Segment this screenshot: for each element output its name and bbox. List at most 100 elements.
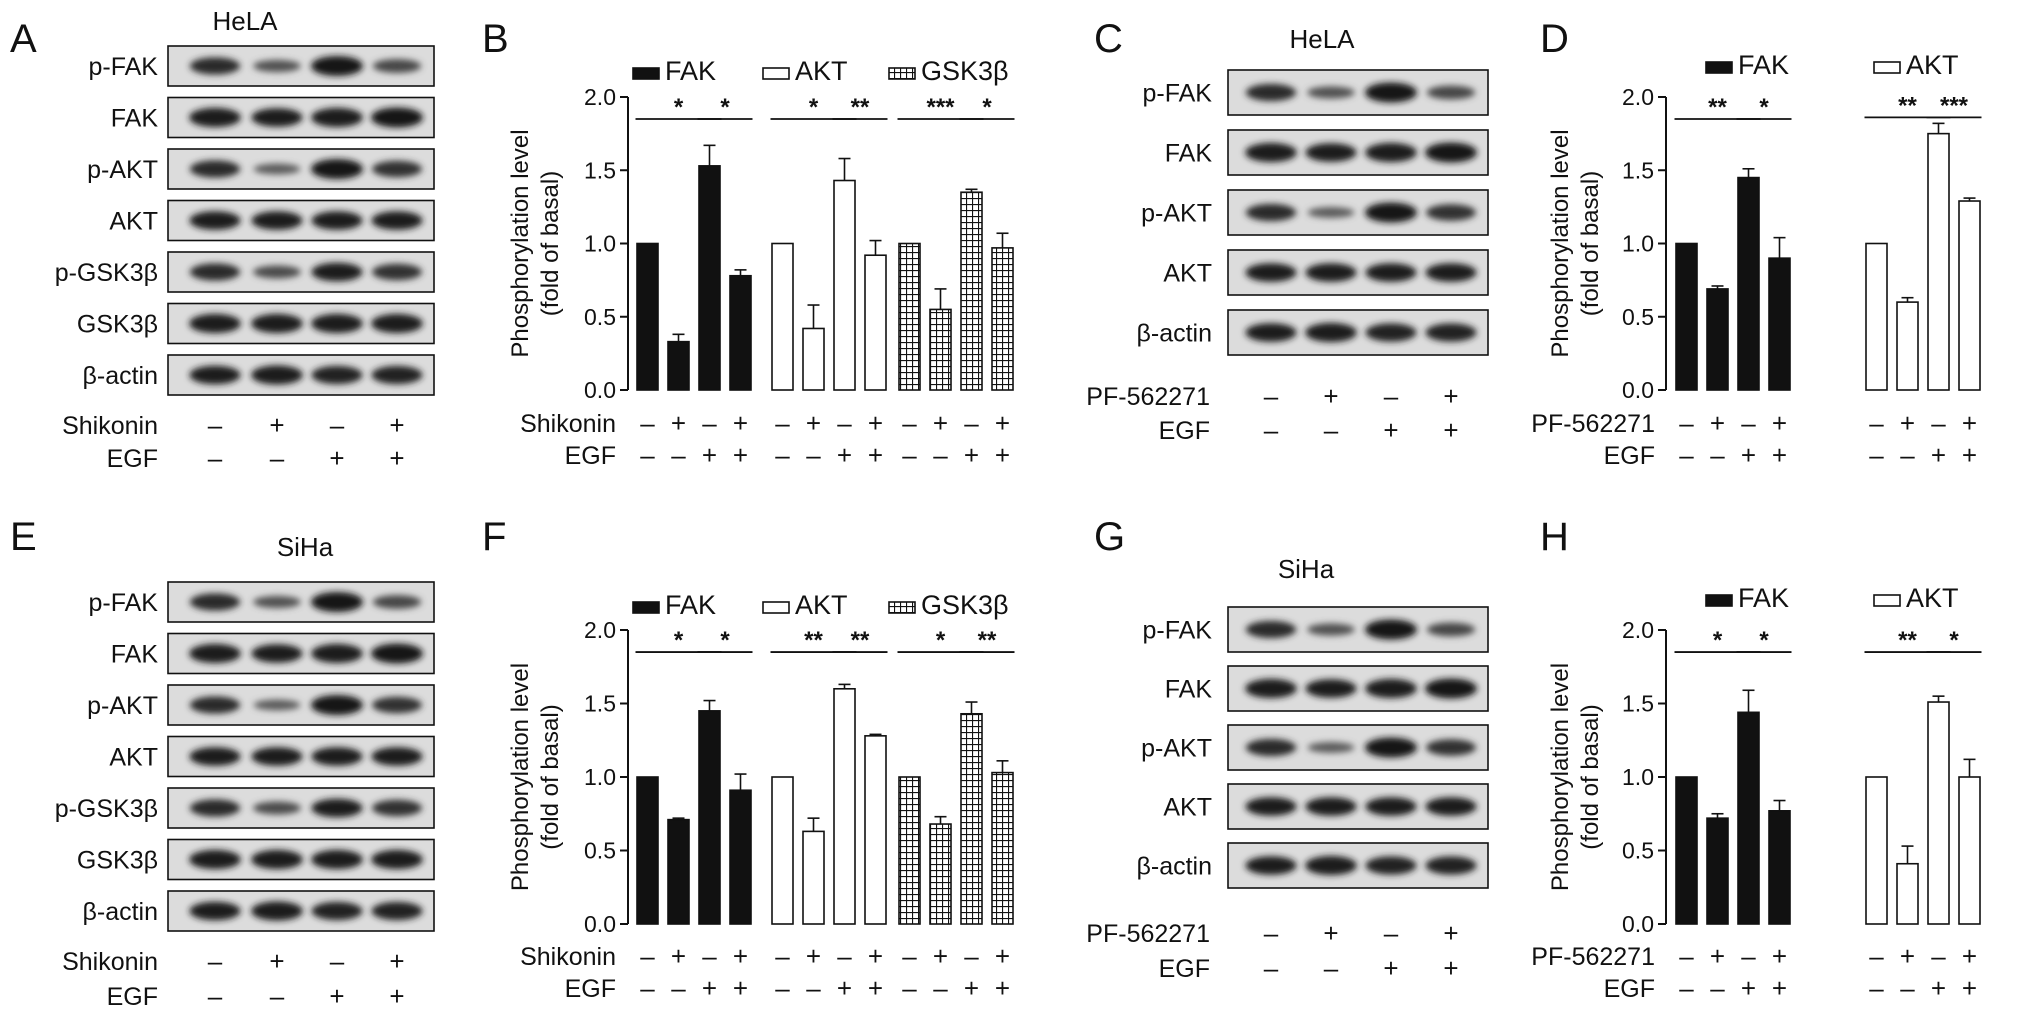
legend-label-fak: FAK (1738, 50, 1789, 80)
treatment-sign: + (1772, 941, 1787, 971)
chart-panel-b: 0.0 0.5 1.0 1.5 2.0 Phosphorylation level (fol… (507, 56, 1015, 470)
bar-fak-1 (667, 818, 690, 925)
blot-panel-c: HeLA p-FAK FAK p-AKT AKT β-actin PF-562271 – + – +… (1086, 24, 1489, 445)
bar-gsk3beta-2 (960, 712, 983, 925)
blot-band (311, 365, 363, 385)
bar-fak-0 (1675, 776, 1698, 925)
treatment-sign: + (1443, 381, 1458, 411)
bar-akt-1 (1896, 301, 1919, 391)
treatment-sign: + (733, 941, 748, 971)
treatment-sign: + (1741, 440, 1756, 470)
blot-band (311, 747, 363, 766)
legend-label-akt: AKT (1906, 50, 1959, 80)
blot-panel-e: SiHa p-FAK FAK p-AKT AKT p-GSK3β GSK3β β-actin S… (55, 532, 435, 1011)
treatment-sign: – (1679, 408, 1694, 438)
treatment-sign: – (775, 440, 790, 470)
significance-label: *** (926, 94, 955, 121)
blot-band (1365, 737, 1417, 758)
treatment-label: EGF (1604, 442, 1655, 470)
treatment-sign: – (1869, 973, 1884, 1003)
series-akt: ** ** (770, 627, 888, 925)
significance-label: * (720, 94, 730, 121)
blot-band (251, 747, 303, 766)
treatment-sign: – (671, 973, 686, 1003)
treatment-sign: + (806, 941, 821, 971)
treatment-sign: – (270, 981, 285, 1011)
panel-letter-c: C (1094, 17, 1123, 61)
legend-label-akt: AKT (795, 56, 848, 86)
blot-band (253, 801, 301, 815)
blot-band (311, 211, 363, 230)
significance-label: ** (804, 627, 823, 654)
blot-band (311, 262, 363, 282)
blot-band (1305, 855, 1357, 876)
blot-band (1245, 678, 1297, 699)
blot-row-label: p-FAK (89, 589, 159, 617)
y-tick-label: 0.5 (584, 838, 616, 864)
blot-row-label: AKT (109, 208, 158, 236)
treatment-sign: + (671, 408, 686, 438)
treatment-sign: – (1324, 415, 1339, 445)
bar-gsk3beta-2 (960, 191, 983, 391)
treatment-label: EGF (1604, 975, 1655, 1003)
treatment-sign: + (995, 941, 1010, 971)
bar-fak-1 (667, 340, 690, 391)
treatment-label: PF-562271 (1086, 383, 1210, 411)
blot-band (371, 901, 423, 921)
treatment-sign: + (269, 410, 284, 440)
chart-panel-d: 0.0 0.5 1.0 1.5 2.0 Phosphorylation level (fol… (1531, 50, 1982, 470)
treatment-sign: + (1962, 408, 1977, 438)
blot-row-label: β-actin (1136, 320, 1212, 348)
treatment-sign: – (1264, 918, 1279, 948)
blot-band (372, 263, 422, 281)
y-tick-label: 1.5 (1622, 157, 1654, 183)
treatment-sign: – (964, 408, 979, 438)
bar-fak-1 (1706, 288, 1729, 391)
treatment-sign: + (1443, 415, 1458, 445)
treatment-sign: + (269, 946, 284, 976)
treatment-sign: – (330, 410, 345, 440)
significance-label: * (1713, 627, 1723, 654)
treatment-sign: + (995, 440, 1010, 470)
blot-row-label: p-FAK (1143, 80, 1213, 108)
blot-row-label: β-actin (82, 898, 158, 926)
series-fak: * * (1674, 627, 1792, 925)
bar-gsk3beta-1 (929, 308, 952, 391)
treatment-sign: + (964, 973, 979, 1003)
series-akt: *** (770, 94, 888, 391)
blot-band (253, 163, 301, 175)
treatment-label: EGF (565, 975, 616, 1003)
blot-band (1245, 620, 1297, 639)
blot-band (371, 849, 423, 870)
treatment-sign: + (329, 981, 344, 1011)
blot-band (189, 643, 241, 664)
bar-akt-0 (771, 242, 794, 391)
blot-band (311, 56, 363, 76)
treatment-sign: + (933, 408, 948, 438)
treatment-sign: + (868, 941, 883, 971)
treatment-sign: – (775, 941, 790, 971)
treatment-sign: + (1323, 918, 1338, 948)
blot-band (311, 107, 363, 128)
blot-row-label: p-GSK3β (55, 259, 158, 287)
blot-band (189, 263, 241, 281)
treatment-sign: + (1962, 941, 1977, 971)
bar-gsk3beta-0 (898, 242, 921, 391)
bar-akt-1 (802, 327, 825, 391)
blot-band (371, 107, 423, 128)
treatment-sign: + (733, 408, 748, 438)
y-tick-label: 1.5 (1622, 691, 1654, 717)
blot-band (1365, 797, 1417, 816)
treatment-sign: + (733, 440, 748, 470)
treatment-sign: – (902, 408, 917, 438)
western-blots: HeLAp-FAKFAKp-AKTAKTp-GSK3βGSK3ββ-actinS… (55, 6, 1489, 1011)
treatment-sign: + (1741, 973, 1756, 1003)
blot-band (372, 595, 422, 609)
blot-band (189, 365, 241, 385)
treatment-sign: – (902, 941, 917, 971)
legend-label-fak: FAK (665, 590, 716, 620)
treatment-sign: + (868, 440, 883, 470)
treatment-sign: + (1772, 408, 1787, 438)
bar-gsk3beta-3 (991, 771, 1014, 925)
significance-label: * (936, 627, 946, 654)
